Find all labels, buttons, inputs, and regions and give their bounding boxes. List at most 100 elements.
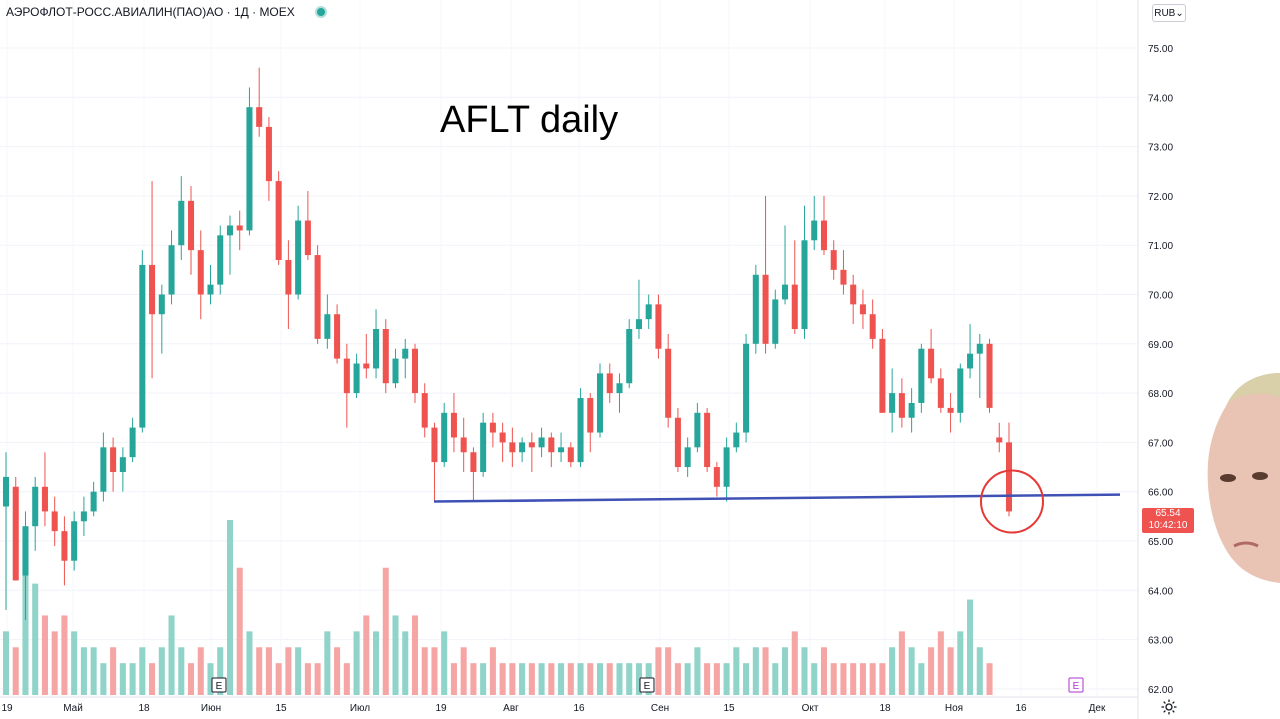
volume-bar bbox=[421, 647, 428, 695]
volume-bar bbox=[168, 615, 175, 695]
volume-bar bbox=[226, 520, 233, 695]
volume-bar bbox=[343, 663, 350, 695]
candle bbox=[343, 343, 350, 428]
time-tick: Авг bbox=[503, 703, 519, 714]
candle bbox=[22, 511, 29, 620]
volume-bar bbox=[606, 663, 613, 695]
earnings-marker[interactable]: E bbox=[639, 677, 655, 693]
candle bbox=[90, 481, 97, 517]
time-tick: 16 bbox=[573, 703, 585, 714]
volume-bar bbox=[918, 663, 925, 695]
volume-bar bbox=[217, 647, 224, 695]
volume-bar bbox=[188, 663, 195, 695]
candle bbox=[499, 422, 506, 463]
volume-bar bbox=[791, 631, 798, 695]
time-axis: 19 Май 18 Июн 15 Июл 19 Авг 16 Сен 15 Окт 18 Ноя 16 Дек… bbox=[0, 677, 1138, 714]
volume-bar bbox=[762, 647, 769, 695]
volume-bar bbox=[840, 663, 847, 695]
candle bbox=[402, 338, 409, 379]
candle bbox=[178, 176, 185, 260]
volume-bar bbox=[207, 663, 214, 695]
volume-bar bbox=[314, 663, 321, 695]
time-tick: 18 bbox=[879, 703, 891, 714]
volume-bar bbox=[567, 663, 574, 695]
volume-bar bbox=[752, 647, 759, 695]
volume-bar bbox=[334, 647, 341, 695]
svg-text:E: E bbox=[216, 681, 223, 692]
candle bbox=[188, 186, 195, 275]
volume-bar bbox=[577, 663, 584, 695]
candle bbox=[382, 319, 389, 394]
volume-bar bbox=[635, 663, 642, 695]
price-tick: 68.00 bbox=[1148, 389, 1173, 400]
volume-bar bbox=[411, 615, 419, 695]
candle bbox=[489, 412, 496, 448]
price-axis: 75.00 74.00 73.00 72.00 71.00 70.00 69.00 68.00… bbox=[1137, 0, 1173, 719]
candle bbox=[61, 516, 68, 586]
chevron-down-icon: ⌄ bbox=[1175, 7, 1184, 19]
volume-bar bbox=[947, 647, 954, 695]
volume-bar bbox=[723, 663, 730, 695]
volume-bar bbox=[363, 615, 370, 695]
candle bbox=[869, 299, 876, 349]
volume-bar bbox=[489, 647, 496, 695]
chart-title: AFLT daily bbox=[440, 99, 618, 141]
volume-bar bbox=[957, 631, 964, 695]
candle bbox=[976, 333, 983, 399]
volume-bar bbox=[480, 663, 487, 695]
candle bbox=[928, 329, 935, 384]
candle bbox=[324, 294, 331, 349]
time-tick: 18 bbox=[138, 703, 150, 714]
candle bbox=[334, 304, 341, 364]
volume-bar bbox=[928, 647, 935, 695]
volume-bar bbox=[665, 647, 672, 695]
candle bbox=[645, 294, 652, 330]
candle bbox=[733, 422, 740, 453]
volume-bar bbox=[713, 663, 720, 695]
time-tick: Ноя bbox=[945, 703, 963, 714]
candle bbox=[441, 402, 448, 468]
currency-select[interactable]: RUB ⌄ bbox=[1152, 4, 1186, 22]
price-tick: 65.00 bbox=[1148, 537, 1173, 548]
symbol-name: АЭРОФЛОТ-РОСС.АВИАЛИН(ПАО)АО bbox=[6, 5, 224, 19]
earnings-marker[interactable]: E bbox=[1068, 677, 1084, 693]
volume-bar bbox=[139, 647, 146, 695]
volume-bar bbox=[908, 647, 915, 695]
candle bbox=[918, 343, 925, 413]
candle bbox=[820, 195, 827, 256]
volume-bar bbox=[392, 615, 399, 695]
candle bbox=[558, 432, 565, 463]
candle bbox=[830, 240, 837, 280]
candle bbox=[246, 87, 253, 236]
candle bbox=[314, 245, 321, 344]
volume-bar bbox=[801, 647, 808, 695]
volume-bar bbox=[382, 567, 389, 695]
gear-icon[interactable] bbox=[1160, 698, 1178, 716]
volume-bar bbox=[684, 663, 691, 695]
earnings-marker[interactable]: E bbox=[211, 677, 227, 693]
candle bbox=[587, 393, 594, 453]
candle bbox=[626, 319, 633, 389]
candle bbox=[791, 240, 798, 334]
volume-bar bbox=[373, 631, 380, 695]
volume-bar bbox=[830, 663, 837, 695]
candle bbox=[207, 264, 214, 305]
candle bbox=[947, 393, 954, 433]
volume-bar bbox=[236, 567, 243, 695]
time-tick: 16 bbox=[1015, 703, 1027, 714]
candle bbox=[353, 353, 360, 399]
interval-label[interactable]: 1Д bbox=[233, 5, 249, 19]
symbol-header[interactable]: АЭРОФЛОТ-РОСС.АВИАЛИН(ПАО)АО · 1Д · MOEX bbox=[6, 5, 325, 19]
candle bbox=[304, 190, 311, 260]
price-tick: 62.00 bbox=[1148, 685, 1173, 696]
candle bbox=[51, 496, 58, 546]
candle bbox=[100, 432, 107, 502]
currency-label: RUB bbox=[1154, 7, 1176, 19]
candle bbox=[986, 338, 993, 413]
candle bbox=[889, 368, 896, 433]
volume-bar bbox=[850, 663, 857, 695]
candle bbox=[295, 205, 302, 300]
candle bbox=[713, 462, 720, 497]
volume-bar bbox=[304, 663, 311, 695]
